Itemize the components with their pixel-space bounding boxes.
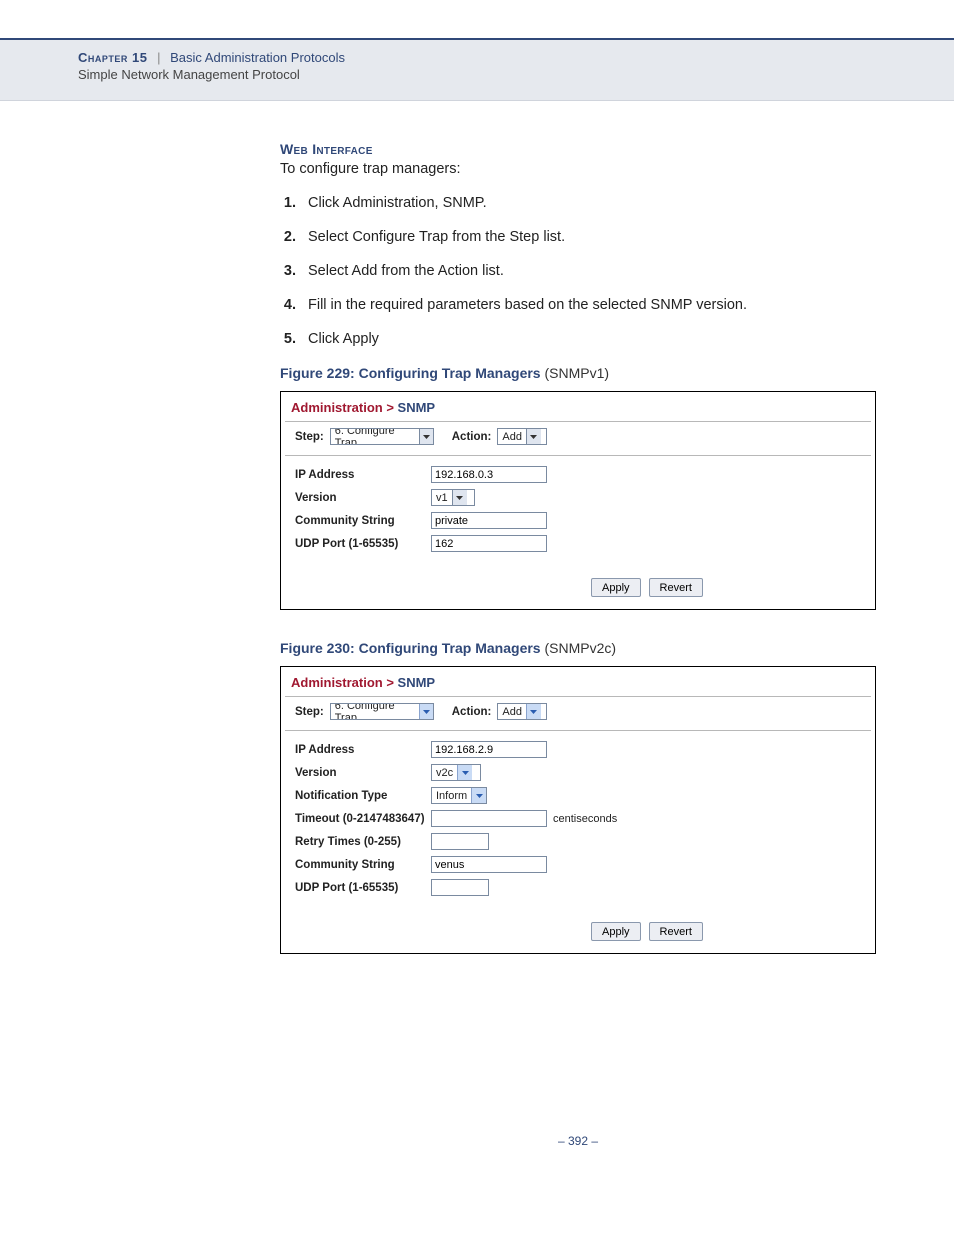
- udp-port-field[interactable]: [431, 535, 547, 552]
- action-label: Action:: [452, 431, 492, 443]
- step-action-row: Step: 6. Configure Trap Action: Add: [285, 421, 871, 456]
- top-band: [0, 0, 954, 40]
- chapter-subhead: Simple Network Management Protocol: [78, 67, 954, 82]
- figure-229-panel: Administration > SNMP Step: 6. Configure…: [280, 391, 876, 610]
- chevron-down-icon: [526, 704, 541, 719]
- form-row: Version v2c: [295, 764, 865, 781]
- list-item: Fill in the required parameters based on…: [300, 297, 876, 313]
- chevron-down-icon: [471, 788, 486, 803]
- step-value: 6. Configure Trap: [331, 428, 419, 445]
- version-label: Version: [295, 767, 431, 779]
- notification-type-label: Notification Type: [295, 790, 431, 802]
- action-select[interactable]: Add: [497, 428, 547, 445]
- figure-caption-bold: Figure 230: Configuring Trap Managers: [280, 640, 541, 656]
- button-row: Apply Revert: [577, 570, 875, 609]
- action-value: Add: [498, 706, 526, 718]
- form-row: IP Address: [295, 466, 865, 483]
- notification-type-value: Inform: [432, 790, 471, 802]
- list-item: Click Apply: [300, 331, 876, 347]
- list-item: Select Add from the Action list.: [300, 263, 876, 279]
- breadcrumb: Administration > SNMP: [281, 392, 875, 421]
- breadcrumb-left: Administration >: [291, 675, 398, 690]
- chapter-line: Chapter 15 | Basic Administration Protoc…: [78, 50, 954, 65]
- breadcrumb-left: Administration >: [291, 400, 398, 415]
- figure-caption-plain: (SNMPv1): [541, 365, 609, 381]
- page-header: Chapter 15 | Basic Administration Protoc…: [0, 40, 954, 101]
- action-label: Action:: [452, 706, 492, 718]
- figure-caption-plain: (SNMPv2c): [541, 640, 616, 656]
- list-item: Click Administration, SNMP.: [300, 195, 876, 211]
- form-row: Community String: [295, 856, 865, 873]
- chevron-down-icon: [419, 429, 433, 444]
- figure-caption-bold: Figure 229: Configuring Trap Managers: [280, 365, 541, 381]
- breadcrumb: Administration > SNMP: [281, 667, 875, 696]
- notification-type-select[interactable]: Inform: [431, 787, 487, 804]
- step-label: Step:: [295, 431, 324, 443]
- chapter-title: Basic Administration Protocols: [170, 50, 345, 65]
- section-heading: Web Interface: [280, 141, 876, 157]
- retry-times-field[interactable]: [431, 833, 489, 850]
- step-label: Step:: [295, 706, 324, 718]
- form-row: UDP Port (1-65535): [295, 535, 865, 552]
- community-string-label: Community String: [295, 859, 431, 871]
- apply-button[interactable]: Apply: [591, 578, 641, 597]
- udp-port-field[interactable]: [431, 879, 489, 896]
- step-select[interactable]: 6. Configure Trap: [330, 428, 434, 445]
- form-row: Timeout (0-2147483647) centiseconds: [295, 810, 865, 827]
- form-area: IP Address Version v1 Community String U…: [281, 456, 875, 570]
- ip-address-label: IP Address: [295, 469, 431, 481]
- action-select[interactable]: Add: [497, 703, 547, 720]
- section-intro: To configure trap managers:: [280, 161, 876, 177]
- chevron-down-icon: [457, 765, 472, 780]
- community-string-label: Community String: [295, 515, 431, 527]
- version-value: v1: [432, 492, 452, 504]
- udp-port-label: UDP Port (1-65535): [295, 882, 431, 894]
- action-value: Add: [498, 431, 526, 443]
- version-value: v2c: [432, 767, 457, 779]
- ip-address-label: IP Address: [295, 744, 431, 756]
- figure-caption-229: Figure 229: Configuring Trap Managers (S…: [280, 365, 876, 381]
- timeout-field[interactable]: [431, 810, 547, 827]
- version-select[interactable]: v1: [431, 489, 475, 506]
- chevron-down-icon: [419, 704, 433, 719]
- timeout-label: Timeout (0-2147483647): [295, 813, 431, 825]
- breadcrumb-right: SNMP: [398, 675, 436, 690]
- form-row: Notification Type Inform: [295, 787, 865, 804]
- ip-address-field[interactable]: [431, 741, 547, 758]
- version-label: Version: [295, 492, 431, 504]
- ip-address-field[interactable]: [431, 466, 547, 483]
- breadcrumb-right: SNMP: [398, 400, 436, 415]
- form-row: IP Address: [295, 741, 865, 758]
- retry-times-label: Retry Times (0-255): [295, 836, 431, 848]
- community-string-field[interactable]: [431, 856, 547, 873]
- figure-caption-230: Figure 230: Configuring Trap Managers (S…: [280, 640, 876, 656]
- version-select[interactable]: v2c: [431, 764, 481, 781]
- form-row: UDP Port (1-65535): [295, 879, 865, 896]
- figure-230-panel: Administration > SNMP Step: 6. Configure…: [280, 666, 876, 954]
- form-row: Retry Times (0-255): [295, 833, 865, 850]
- page-number: – 392 –: [280, 1134, 876, 1148]
- step-select[interactable]: 6. Configure Trap: [330, 703, 434, 720]
- form-area: IP Address Version v2c Notification Type…: [281, 731, 875, 914]
- header-divider: |: [157, 50, 160, 65]
- chapter-label: Chapter 15: [78, 50, 147, 65]
- chevron-down-icon: [452, 490, 467, 505]
- form-row: Version v1: [295, 489, 865, 506]
- community-string-field[interactable]: [431, 512, 547, 529]
- steps-list: Click Administration, SNMP. Select Confi…: [280, 195, 876, 347]
- apply-button[interactable]: Apply: [591, 922, 641, 941]
- revert-button[interactable]: Revert: [649, 922, 703, 941]
- chevron-down-icon: [526, 429, 541, 444]
- content-area: Web Interface To configure trap managers…: [0, 101, 954, 1208]
- timeout-unit: centiseconds: [553, 813, 617, 825]
- form-row: Community String: [295, 512, 865, 529]
- step-action-row: Step: 6. Configure Trap Action: Add: [285, 696, 871, 731]
- list-item: Select Configure Trap from the Step list…: [300, 229, 876, 245]
- revert-button[interactable]: Revert: [649, 578, 703, 597]
- button-row: Apply Revert: [577, 914, 875, 953]
- step-value: 6. Configure Trap: [331, 703, 419, 720]
- udp-port-label: UDP Port (1-65535): [295, 538, 431, 550]
